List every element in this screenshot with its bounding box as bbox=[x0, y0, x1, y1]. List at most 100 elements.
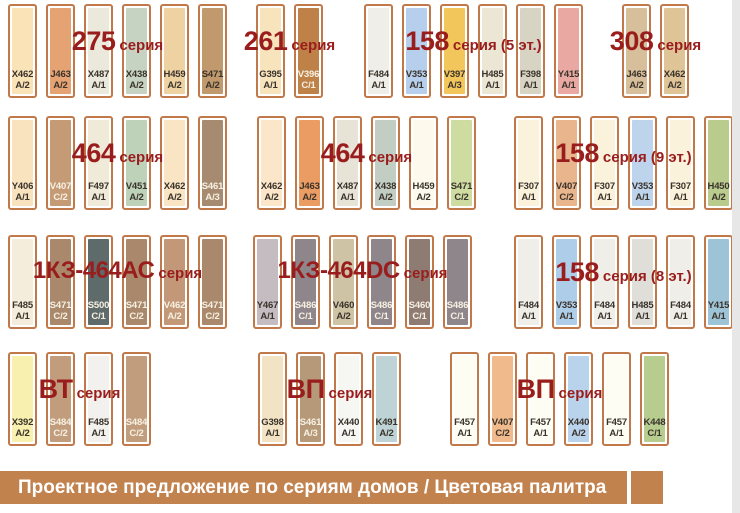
swatch-label: S471 С/2 bbox=[198, 300, 227, 322]
swatch-code: F457 bbox=[606, 417, 627, 428]
swatch-label: H459 А/2 bbox=[160, 69, 189, 91]
swatch-fill: H450 А/2 bbox=[708, 120, 730, 206]
swatch-variant: А/2 bbox=[15, 80, 30, 91]
swatch-code: X462 bbox=[260, 181, 283, 192]
swatch-fill: S484 С/2 bbox=[50, 356, 71, 442]
swatch-code: J463 bbox=[626, 69, 647, 80]
swatch-code: S486 bbox=[294, 300, 317, 311]
swatch-label: H485 А/1 bbox=[478, 69, 507, 91]
swatch-label: S486 С/1 bbox=[443, 300, 472, 322]
swatch-code: X462 bbox=[663, 69, 686, 80]
color-swatch-F307: F307 А/1 bbox=[590, 116, 619, 210]
series-group-s275: 275 серия X462 А/2 J463 А/2 X487 А/1 X438 А/2 H459… bbox=[8, 4, 227, 98]
swatch-fill: S484 С/2 bbox=[126, 356, 147, 442]
color-swatch-H459: H459 А/2 bbox=[160, 4, 189, 98]
swatch-label: F457 А/1 bbox=[602, 417, 631, 439]
swatch-fill: F484 А/1 bbox=[368, 8, 389, 94]
swatch-variant: А/1 bbox=[341, 428, 356, 439]
swatch-fill: F497 А/1 bbox=[88, 120, 109, 206]
swatch-fill: H485 А/1 bbox=[482, 8, 504, 94]
swatch-fill: X438 А/2 bbox=[375, 120, 396, 206]
swatch-label: V407 С/2 bbox=[488, 417, 517, 439]
swatch-label: Y415 А/1 bbox=[704, 300, 733, 322]
swatch-fill: S471 С/2 bbox=[50, 239, 71, 325]
series-group-svp-1: ВП серия G398 А/1 S461 А/3 X440 А/1 K491 А/2 bbox=[258, 352, 401, 446]
swatch-fill: V407 С/2 bbox=[50, 120, 71, 206]
swatch-fill: V462 А/2 bbox=[164, 239, 185, 325]
color-swatch-X487: X487 А/1 bbox=[84, 4, 113, 98]
swatch-label: V407 С/2 bbox=[46, 181, 75, 203]
color-swatch-X462: X462 А/2 bbox=[160, 116, 189, 210]
swatch-code: S461 bbox=[299, 417, 322, 428]
color-swatch-S486: S486 С/1 bbox=[443, 235, 472, 329]
swatch-code: V407 bbox=[49, 181, 72, 192]
swatch-fill: H459 А/2 bbox=[164, 8, 186, 94]
swatch-fill: F307 А/1 bbox=[518, 120, 539, 206]
color-swatch-V451: V451 А/2 bbox=[122, 116, 151, 210]
swatch-label: V397 А/3 bbox=[440, 69, 469, 91]
swatch-fill: F484 А/1 bbox=[594, 239, 615, 325]
swatch-variant: А/1 bbox=[15, 192, 30, 203]
swatch-variant: С/1 bbox=[647, 428, 662, 439]
swatch-variant: А/1 bbox=[91, 80, 106, 91]
swatch-fill: X462 А/2 bbox=[12, 8, 33, 94]
series-group-s158-9: 158 серия (9 эт.) F307 А/1 V407 С/2 F307 А/1 V35… bbox=[514, 116, 733, 210]
swatch-code: F457 bbox=[530, 417, 551, 428]
swatch-label: V353 А/1 bbox=[552, 300, 581, 322]
swatch-fill: K448 С/1 bbox=[644, 356, 666, 442]
color-swatch-F307: F307 А/1 bbox=[514, 116, 543, 210]
swatch-code: V353 bbox=[631, 181, 654, 192]
swatch-variant: А/1 bbox=[91, 428, 106, 439]
series-group-s464-1: 464 серия Y406 А/1 V407 С/2 F497 А/1 V451 А/2 X462… bbox=[8, 116, 227, 210]
swatch-variant: С/1 bbox=[91, 311, 106, 322]
swatch-fill: V407 С/2 bbox=[492, 356, 513, 442]
swatch-fill: S460 С/1 bbox=[409, 239, 430, 325]
swatch-variant: А/1 bbox=[711, 311, 726, 322]
color-swatch-F484: F484 А/1 bbox=[590, 235, 619, 329]
swatch-variant: А/1 bbox=[521, 311, 536, 322]
swatch-label: X462 А/2 bbox=[660, 69, 689, 91]
swatch-variant: А/1 bbox=[521, 192, 536, 203]
color-swatch-K491: K491 А/2 bbox=[372, 352, 401, 446]
swatch-variant: А/2 bbox=[129, 80, 144, 91]
swatch-variant: А/1 bbox=[635, 311, 650, 322]
swatch-code: S460 bbox=[408, 300, 431, 311]
swatch-label: F398 А/1 bbox=[516, 69, 545, 91]
swatch-label: H450 А/2 bbox=[704, 181, 733, 203]
swatch-label: V407 С/2 bbox=[552, 181, 581, 203]
color-swatch-X440: X440 А/2 bbox=[564, 352, 593, 446]
swatch-code: F307 bbox=[518, 181, 539, 192]
color-swatch-X462: X462 А/2 bbox=[257, 116, 286, 210]
series-group-svt: ВТ серия X392 А/2 S484 С/2 F485 А/1 S484 С/2 bbox=[8, 352, 151, 446]
swatch-fill: H485 А/1 bbox=[632, 239, 654, 325]
swatch-label: K491 А/2 bbox=[372, 417, 401, 439]
swatch-label: V462 А/2 bbox=[160, 300, 189, 322]
color-swatch-J463: J463 А/2 bbox=[46, 4, 75, 98]
swatch-code: H459 bbox=[163, 69, 186, 80]
swatch-variant: А/1 bbox=[265, 428, 280, 439]
swatch-fill: S461 А/3 bbox=[202, 120, 223, 206]
color-swatch-X392: X392 А/2 bbox=[8, 352, 37, 446]
swatch-code: F485 bbox=[12, 300, 33, 311]
swatch-code: V353 bbox=[555, 300, 578, 311]
series-group-svp-2: ВП серия F457 А/1 V407 С/2 F457 А/1 X440 А/2 F457 А… bbox=[450, 352, 669, 446]
swatch-code: V353 bbox=[405, 69, 428, 80]
color-swatch-S471: S471 С/2 bbox=[198, 235, 227, 329]
swatch-code: F484 bbox=[594, 300, 615, 311]
swatch-label: Y467 А/1 bbox=[253, 300, 282, 322]
color-swatch-S460: S460 С/1 bbox=[405, 235, 434, 329]
swatch-fill: F484 А/1 bbox=[670, 239, 691, 325]
color-swatch-S471: S471 А/2 bbox=[198, 4, 227, 98]
swatch-label: X440 А/1 bbox=[334, 417, 363, 439]
swatch-fill: S486 С/1 bbox=[295, 239, 316, 325]
swatch-code: S486 bbox=[370, 300, 393, 311]
color-swatch-Y415: Y415 А/1 bbox=[554, 4, 583, 98]
color-swatch-F457: F457 А/1 bbox=[450, 352, 479, 446]
swatch-variant: С/1 bbox=[374, 311, 389, 322]
color-swatch-V353: V353 А/1 bbox=[628, 116, 657, 210]
color-swatch-Y415: Y415 А/1 bbox=[704, 235, 733, 329]
swatch-label: K448 С/1 bbox=[640, 417, 669, 439]
swatch-fill: X487 А/1 bbox=[88, 8, 109, 94]
swatch-label: S471 С/2 bbox=[46, 300, 75, 322]
swatch-code: H459 bbox=[412, 181, 435, 192]
